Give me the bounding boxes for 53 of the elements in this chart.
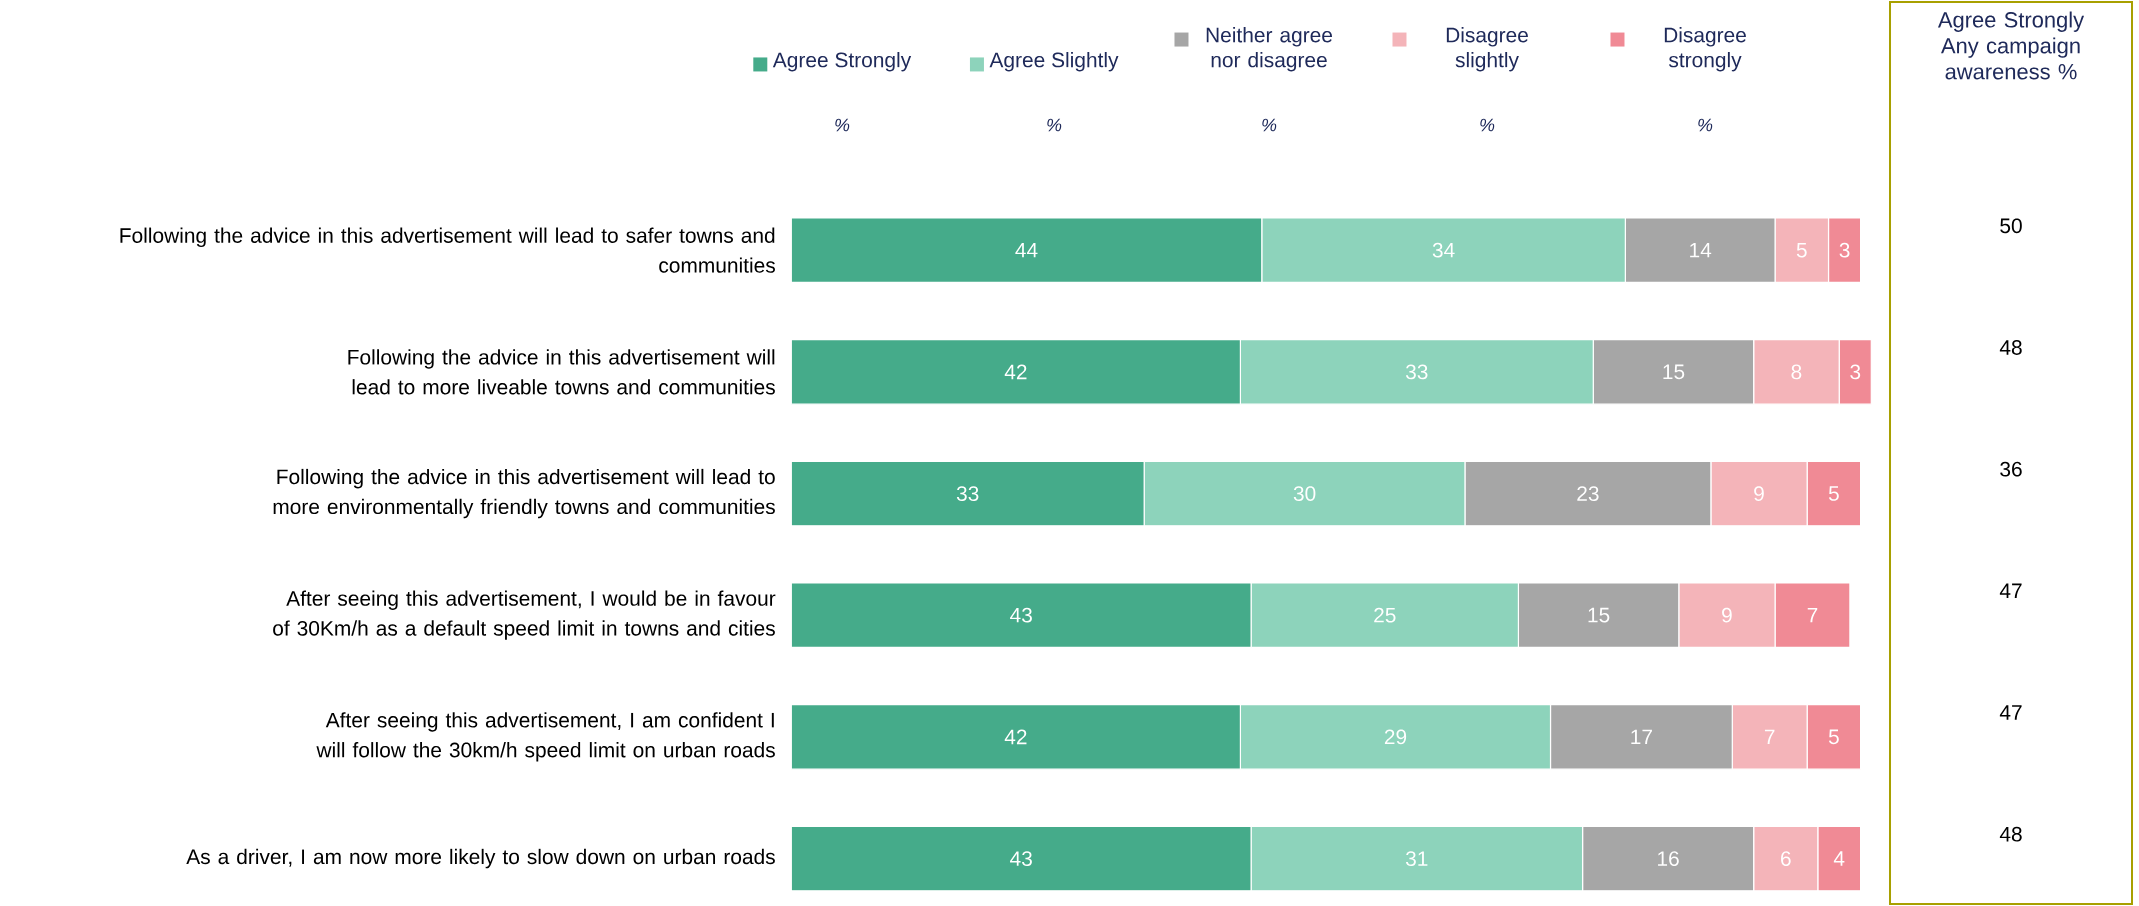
data-label: 9 (1722, 607, 1732, 623)
data-label: 16 (1658, 851, 1679, 866)
text: % (1047, 118, 1062, 132)
data-label: 14 (1690, 242, 1712, 258)
y-tick-label: Following the advice in this advertisement will lead to more environmentally friendly towns and communities (273, 468, 775, 519)
data-label: 6 (1781, 851, 1791, 866)
legend-label: Agree Strongly (772, 51, 912, 72)
y-tick-label: Following the advice in this advertisement will lead to safer towns and communities (120, 227, 775, 273)
data-label: 4 (1833, 851, 1845, 866)
data-label: 25 (1374, 607, 1396, 623)
data-label: 3 (1839, 242, 1850, 258)
data-label: 50 (2000, 218, 2022, 234)
data-label: 29 (1384, 729, 1407, 745)
data-label: 5 (1828, 486, 1839, 501)
legend-label: Agree Slightly (989, 51, 1119, 72)
data-label: 34 (1432, 242, 1455, 258)
data-label: 7 (1807, 607, 1818, 623)
legend-label: Disagree slightly (1446, 27, 1528, 72)
data-label: 36 (2000, 461, 2022, 477)
data-label: 33 (956, 486, 979, 501)
legend-label: Neither agree nor disagree (1206, 27, 1333, 72)
data-label: 47 (1999, 705, 2022, 720)
data-label: 44 (1015, 242, 1038, 258)
text: % (1262, 118, 1277, 132)
y-tick-label: After seeing this advertisement, I would be in favour of 30Km/h as a default speed limit in towns and cities (273, 590, 776, 640)
data-label: 31 (1405, 851, 1428, 866)
data-label: 47 (1999, 583, 2022, 598)
text: % (1698, 118, 1713, 132)
data-label: 5 (1828, 729, 1839, 745)
text: % (835, 118, 850, 132)
data-label: 30 (1293, 486, 1316, 501)
data-label: 17 (1631, 729, 1652, 745)
data-label: 33 (1405, 364, 1428, 380)
data-label: 42 (1004, 364, 1027, 380)
data-label: 5 (1796, 242, 1807, 258)
data-label: 43 (1010, 851, 1032, 866)
y-tick-label: Following the advice in this advertisement will lead to more liveable towns and communities (348, 349, 775, 395)
y-tick-label: After seeing this advertisement, I am confident I will follow the 30km/h speed limit on urban roads (316, 712, 775, 762)
y-tick-label: As a driver, I am now more likely to slow down on urban roads (186, 848, 775, 869)
text: Agree Strongly Any campaign awareness % (1937, 11, 2085, 80)
data-label: 42 (1004, 729, 1027, 745)
data-label: 23 (1577, 486, 1599, 501)
data-label: 7 (1764, 729, 1775, 745)
text: % (1480, 118, 1495, 132)
data-label: 48 (1999, 340, 2022, 355)
data-label: 43 (1010, 607, 1032, 623)
data-label: 15 (1663, 364, 1685, 380)
data-label: 15 (1588, 607, 1610, 623)
data-label: 48 (1999, 826, 2022, 842)
data-label: 8 (1791, 364, 1802, 380)
legend-label: Disagree strongly (1664, 27, 1746, 72)
data-label: 9 (1754, 486, 1764, 501)
data-label: 3 (1850, 364, 1861, 380)
